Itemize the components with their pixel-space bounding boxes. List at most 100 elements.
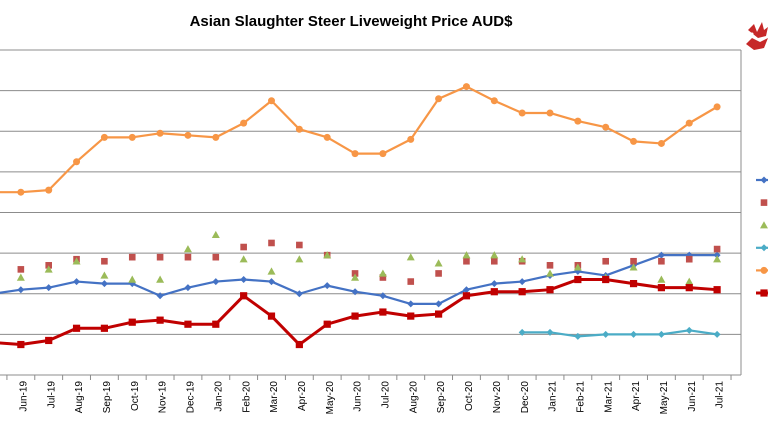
series-6-point <box>407 312 415 320</box>
series-2-point <box>128 253 136 261</box>
series-5-point <box>518 109 526 117</box>
series-5-point <box>295 125 303 133</box>
x-tick-label: Jan-21 <box>548 381 559 412</box>
series-4-point <box>602 330 610 338</box>
x-tick-label: Dec-20 <box>520 381 531 414</box>
series-2-point <box>17 266 25 273</box>
series-3-point <box>211 230 220 239</box>
series-6-point <box>685 284 693 292</box>
series-1-point <box>657 251 665 259</box>
legend-marker-1 <box>760 176 768 184</box>
chart-title: Asian Slaughter Steer Liveweight Price A… <box>190 13 514 30</box>
series-5-point <box>17 188 25 196</box>
series-2-point <box>602 257 609 265</box>
series-3-point <box>657 275 666 283</box>
series-5-point <box>212 133 220 141</box>
series-3-point <box>406 253 415 261</box>
series-3-point <box>295 255 304 263</box>
series-3-point <box>239 255 248 263</box>
series-6-point <box>100 324 108 332</box>
series-1-point <box>73 278 81 286</box>
series-3-point <box>351 273 360 281</box>
series-2-point <box>101 257 108 265</box>
series-1-point <box>17 286 25 294</box>
series-2-point <box>435 270 442 277</box>
series-5-point <box>128 133 136 141</box>
series-5-point <box>240 119 248 127</box>
series-1-point <box>351 288 359 296</box>
series-2-point <box>156 253 164 261</box>
series-5 <box>0 83 721 196</box>
series-1 <box>0 251 721 308</box>
series-1-point <box>156 292 164 300</box>
series-5-point <box>407 135 415 143</box>
series-1-point <box>212 278 220 286</box>
legend-marker-5 <box>760 266 768 274</box>
series-3-point <box>156 275 165 283</box>
series-3-point <box>128 275 137 283</box>
series-3-point <box>434 259 443 267</box>
series-2-point <box>491 257 498 265</box>
series-2-point <box>713 245 721 253</box>
series-4-point <box>713 330 721 338</box>
x-tick-label: Oct-20 <box>464 381 475 411</box>
series-3-point <box>44 265 53 273</box>
series-5-point <box>184 131 192 139</box>
x-tick-label: Nov-20 <box>492 381 503 414</box>
x-tick-label: Jul-20 <box>381 381 392 409</box>
x-tick-label: Apr-21 <box>631 381 642 411</box>
series-6-point <box>518 288 526 296</box>
x-tick-label: Nov-19 <box>158 381 169 414</box>
series-5-point <box>574 117 582 125</box>
series-6-point <box>657 284 665 292</box>
series-6-point <box>629 279 638 288</box>
series-4-point <box>685 326 693 334</box>
series-6 <box>0 275 721 349</box>
x-tick-label: Aug-20 <box>408 381 419 414</box>
series-4-line <box>522 329 718 338</box>
series-2-point <box>45 262 52 269</box>
series-6-point <box>128 318 136 326</box>
series-1-point <box>240 276 248 284</box>
series-1-point <box>268 278 275 286</box>
gridlines <box>0 90 741 335</box>
x-tick-label: Jun-19 <box>18 381 29 412</box>
series-5-point <box>323 133 331 141</box>
series-6-point <box>72 324 81 332</box>
series-5-point <box>73 158 81 166</box>
x-tick-label: Jan-20 <box>213 381 224 412</box>
x-tick-label: Aug-19 <box>74 381 85 414</box>
series-1-point <box>323 282 331 290</box>
series-4-point <box>518 328 526 336</box>
series-layer <box>0 83 722 349</box>
series-2-point <box>407 278 415 285</box>
series-2-point <box>240 243 247 251</box>
x-tick-label: Jul-21 <box>715 381 726 409</box>
series-2-point <box>685 255 693 263</box>
series-6-point <box>156 316 164 324</box>
series-3 <box>16 230 722 285</box>
x-tick-label: Dec-19 <box>186 381 197 414</box>
series-3-point <box>378 269 387 277</box>
x-tick-label: Apr-20 <box>297 381 308 411</box>
legend-marker-6 <box>760 289 768 297</box>
series-3-point <box>16 273 25 281</box>
series-3-point <box>518 255 527 263</box>
series-5-point <box>630 137 638 145</box>
series-6-point <box>323 320 331 328</box>
series-6-point <box>295 340 303 349</box>
series-5-point <box>351 150 359 158</box>
plot-area <box>0 49 742 376</box>
series-3-point <box>573 263 582 271</box>
series-2-point <box>184 253 192 261</box>
series-5-point <box>713 103 721 111</box>
series-1-point <box>407 300 415 308</box>
series-5-point <box>379 150 387 158</box>
series-5-point <box>100 133 108 141</box>
series-5-point <box>602 123 610 131</box>
series-3-point <box>546 269 554 277</box>
series-6-point <box>574 275 582 284</box>
x-tick-label: Jun-20 <box>353 381 364 412</box>
x-tick-label: May-21 <box>659 381 670 415</box>
series-6-point <box>462 292 471 300</box>
